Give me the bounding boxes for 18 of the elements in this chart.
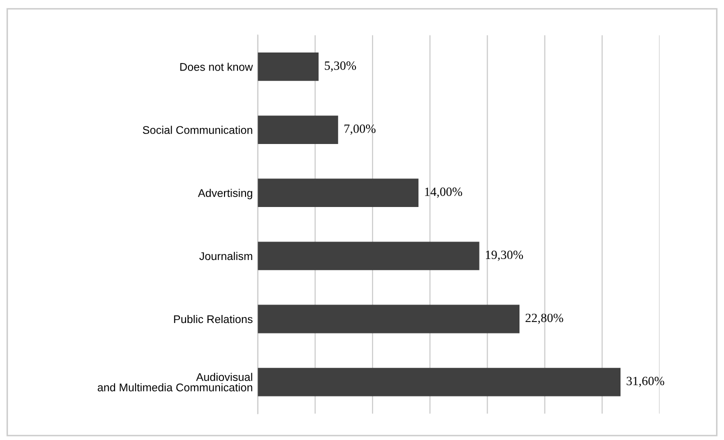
data-label: 7,00% [344,124,376,135]
data-label: 22,80% [526,314,564,324]
bar [258,368,621,396]
y-tick-label: Does not know [180,62,253,71]
bar [258,52,319,81]
bar [258,242,480,270]
y-tick-label: Journalism [199,252,252,260]
data-label: 31,60% [626,376,664,387]
y-tick-label: Public Relations [174,314,252,324]
bar [258,116,338,144]
data-label: 14,00% [425,188,462,198]
bar [258,304,520,334]
y-tick-label: Social Communication [142,126,252,134]
data-label: 19,30% [486,250,523,261]
y-tick-label: Advertising [198,188,252,200]
y-tick-label: Audiovisual and Multimedia Communication [98,372,252,392]
data-label: 5,30% [324,61,356,72]
bar [258,178,418,208]
